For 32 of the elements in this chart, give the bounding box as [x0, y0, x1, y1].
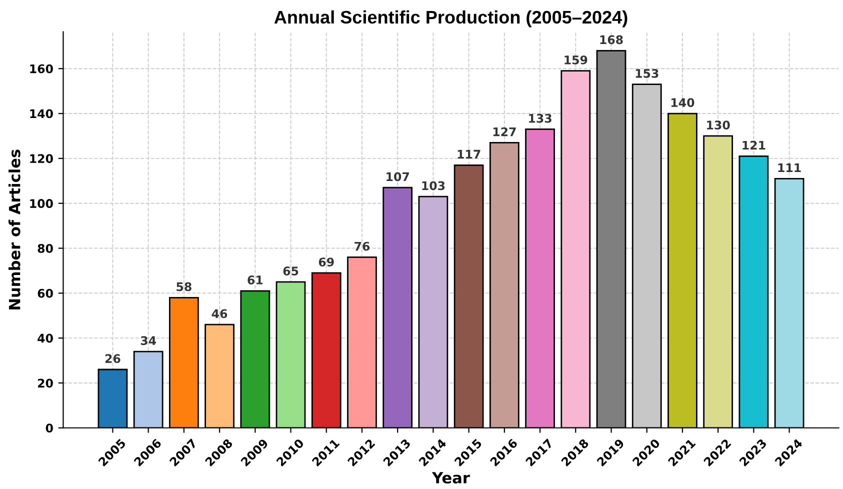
y-axis-title: Number of Articles — [8, 150, 20, 310]
data-label: 69 — [318, 258, 334, 266]
data-label: 140 — [671, 98, 694, 108]
data-label: 26 — [105, 354, 120, 364]
y-tick-label: 120 — [30, 154, 53, 164]
y-tick-label: 60 — [38, 288, 53, 298]
data-label: 168 — [600, 35, 623, 44]
chart-title: Annual Scientific Production (2005–2024) — [274, 10, 628, 28]
y-tick-label: 100 — [30, 199, 53, 208]
data-label: 130 — [707, 120, 730, 130]
y-tick-label: 40 — [38, 334, 53, 343]
data-label: 34 — [140, 336, 156, 346]
data-label: 159 — [564, 55, 588, 64]
data-label: 58 — [176, 282, 192, 292]
data-label: 153 — [636, 68, 658, 78]
data-label: 117 — [458, 150, 480, 159]
data-label: 46 — [212, 309, 228, 318]
data-label: 121 — [742, 140, 766, 150]
data-label: 107 — [386, 172, 409, 182]
data-label: 61 — [248, 276, 263, 284]
y-tick-label: 160 — [30, 64, 53, 74]
y-tick-label: 80 — [38, 244, 53, 253]
y-tick-label: 20 — [38, 378, 53, 388]
data-label: 76 — [354, 242, 370, 251]
x-axis-title: Year — [432, 472, 470, 484]
data-label: 103 — [422, 181, 445, 190]
data-label: 133 — [529, 114, 552, 123]
data-label: 65 — [283, 266, 298, 276]
y-tick-label: 140 — [30, 109, 53, 118]
data-label: 111 — [778, 163, 801, 172]
data-label: 127 — [493, 127, 516, 136]
y-tick-label: 0 — [46, 424, 53, 433]
